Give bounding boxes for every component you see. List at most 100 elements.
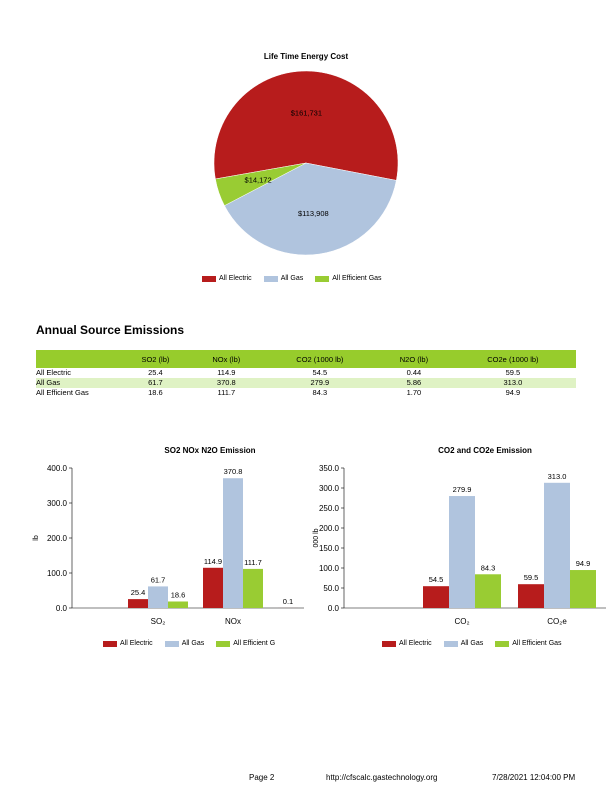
footer-datetime: 7/28/2021 12:04:00 PM [492, 773, 576, 782]
y-axis-label: lb [33, 535, 40, 541]
table-cell: 114.9 [217, 368, 236, 377]
table-row: All Efficient Gas 18.6 111.7 84.3 1.70 9… [36, 388, 576, 398]
legend-label: All Electric [399, 640, 432, 647]
table-cell: 1.70 [406, 388, 422, 397]
table-cell: 5.86 [377, 378, 450, 388]
table-cell: 61.7 [120, 378, 191, 388]
section-title: Annual Source Emissions [36, 323, 185, 337]
legend-item-gas: All Gas [263, 275, 303, 282]
bar-value-label: 59.5 [524, 573, 539, 582]
bar-value-label: 114.9 [204, 557, 222, 566]
table-row: All Electric 25.4 114.9 54.5 0.44 59.5 [36, 368, 576, 378]
bar-value-label: 313.0 [548, 472, 567, 481]
legend-label: All Electric [219, 275, 252, 282]
legend-item-electric: All Electric [382, 640, 432, 647]
bar-value-label: 84.3 [481, 563, 496, 572]
legend-label: All Efficient G [233, 640, 276, 647]
bar-chart-1-title: SO2 NOx N2O Emission [164, 446, 256, 455]
pie-slice [213, 70, 399, 181]
bar-chart-1: 0.0 100.0 200.0 300.0 400.0 lb 25.4 61.7 18.6 SO₂… [33, 464, 304, 626]
footer-page: Page 2 [249, 773, 275, 782]
bar [423, 586, 449, 608]
pie-chart: $161,731 $113,908 $14,172 [213, 70, 399, 256]
y-tick-label: 300.0 [319, 484, 340, 493]
table-cell: 25.4 [148, 368, 163, 377]
bar-value-label: 111.7 [244, 558, 262, 567]
table-cell: 313.0 [449, 378, 576, 388]
bar [168, 601, 188, 608]
legend-item-efficient: All Efficient Gas [315, 275, 382, 282]
table-cell: 84.3 [312, 388, 328, 397]
bar-chart-2: 0.0 50.0 100.0 150.0 200.0 250.0 300.0 350.0 000… [313, 464, 606, 626]
pie-slice [224, 162, 397, 256]
bar [475, 574, 501, 608]
bar [449, 496, 475, 608]
pie-chart-title: Life Time Energy Cost [263, 52, 349, 61]
y-tick-label: 350.0 [319, 464, 340, 473]
y-tick-label: 50.0 [323, 584, 339, 593]
bar [128, 599, 148, 608]
pie-slice-label: $14,172 [245, 175, 272, 184]
legend-item-gas: All Gas [164, 640, 205, 647]
row-name: All Gas [36, 378, 120, 388]
pie-legend: All Electric All Gas All Efficient Gas [202, 275, 390, 282]
table-cell: 59.5 [505, 368, 521, 377]
bar [544, 482, 570, 608]
legend-label: All Efficient Gas [512, 640, 562, 647]
column-header: CO2e (1000 lb) [449, 350, 576, 368]
bar-value-label: 25.4 [131, 588, 146, 597]
table-cell: 0.44 [406, 368, 422, 377]
bar-value-label: 279.9 [453, 485, 472, 494]
bar [203, 567, 223, 608]
table-cell: 111.7 [217, 388, 236, 397]
y-axis-label: 000 lb [313, 528, 320, 547]
y-tick-label: 0.0 [328, 604, 340, 613]
bar [570, 570, 596, 608]
x-tick-label: NOx [225, 617, 241, 626]
x-tick-label: CO₂ [454, 617, 469, 626]
bar-value-label: 370.8 [224, 467, 243, 476]
bar-chart-2-legend: All Electric All Gas All Efficient Gas [382, 640, 570, 647]
pie-slice-label: $161,731 [291, 108, 322, 117]
pie-slice [215, 162, 307, 206]
bar [243, 568, 263, 608]
pie-slice-label: $113,908 [298, 209, 329, 218]
x-tick-label: CO₂e [547, 617, 567, 626]
bar-value-label: 0.1 [283, 597, 293, 606]
bar-chart-1-legend: All Electric All Gas All Efficient G [103, 640, 283, 647]
bar-value-label: 18.6 [171, 590, 186, 599]
legend-item-efficient: All Efficient Gas [495, 640, 562, 647]
legend-label: All Gas [181, 640, 205, 647]
table-row: All Gas 61.7 370.8 279.9 5.86 313.0 [36, 378, 576, 388]
bar-value-label: 61.7 [151, 575, 166, 584]
column-header: SO2 (lb) [120, 350, 191, 368]
emissions-table: SO2 (lb) NOx (lb) CO2 (1000 lb) N2O (lb)… [36, 350, 576, 398]
legend-label: All Efficient Gas [332, 275, 382, 282]
legend-item-gas: All Gas [443, 640, 484, 647]
y-tick-label: 400.0 [47, 464, 68, 473]
legend-label: All Electric [120, 640, 153, 647]
y-tick-label: 100.0 [319, 564, 340, 573]
legend-item-efficient: All Efficient G [216, 640, 275, 647]
legend-item-electric: All Electric [103, 640, 153, 647]
y-tick-label: 0.0 [56, 604, 68, 613]
bar [518, 584, 544, 608]
legend-item-electric: All Electric [202, 275, 252, 282]
column-header: CO2 (1000 lb) [261, 350, 378, 368]
bar-value-label: 54.5 [429, 575, 444, 584]
y-tick-label: 300.0 [47, 499, 68, 508]
table-cell: 54.5 [312, 368, 328, 377]
y-tick-label: 200.0 [319, 524, 340, 533]
y-tick-label: 150.0 [319, 544, 340, 553]
table-cell: 279.9 [261, 378, 378, 388]
x-tick-label: SO₂ [151, 617, 166, 626]
table-cell: 370.8 [190, 378, 262, 388]
bar-value-label: 94.9 [576, 559, 591, 568]
legend-label: All Gas [460, 640, 484, 647]
footer-url[interactable]: http://cfscalc.gastechnology.org [326, 773, 438, 782]
table-cell: 94.9 [505, 388, 521, 397]
table-header-row: SO2 (lb) NOx (lb) CO2 (1000 lb) N2O (lb)… [36, 350, 576, 368]
y-tick-label: 100.0 [47, 569, 68, 578]
table-cell: 18.6 [148, 388, 163, 397]
column-header: NOx (lb) [190, 350, 262, 368]
